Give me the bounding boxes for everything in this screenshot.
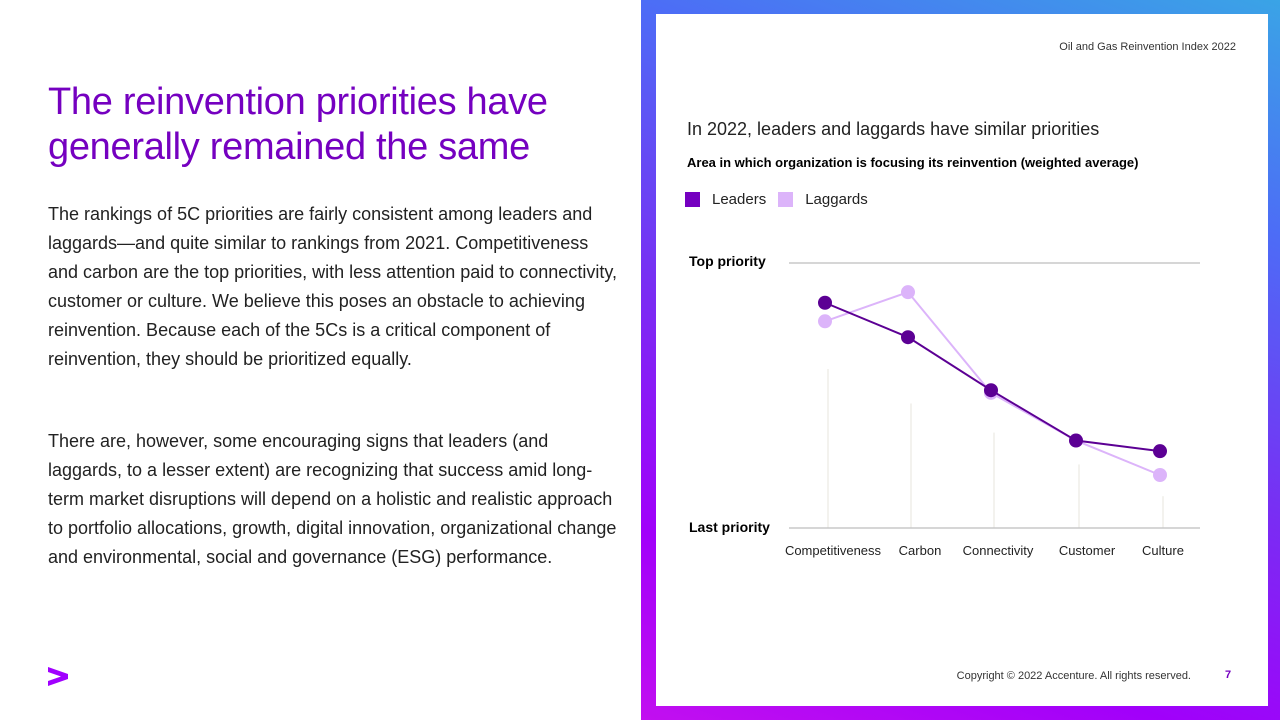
x-tick-label: Carbon: [899, 543, 942, 558]
data-point-leaders: [984, 383, 998, 398]
data-point-leaders: [1069, 433, 1083, 448]
data-point-leaders: [901, 330, 915, 345]
legend-item-leaders: Leaders: [685, 191, 766, 208]
chart-subtitle: Area in which organization is focusing i…: [687, 155, 1139, 170]
page-title: The reinvention priorities have generall…: [48, 81, 548, 168]
body-paragraph-1: The rankings of 5C priorities are fairly…: [48, 204, 617, 369]
data-point-leaders: [818, 295, 832, 310]
y-label-top: Top priority: [689, 253, 766, 269]
data-point-laggards: [1153, 468, 1167, 482]
legend-label-leaders: Leaders: [712, 191, 767, 208]
data-point-laggards: [818, 314, 832, 329]
body-paragraph-2: There are, however, some encouraging sig…: [48, 431, 617, 567]
chart-legend: Leaders Laggards: [685, 191, 880, 208]
x-tick-label: Competitiveness: [785, 543, 882, 558]
x-tick-label: Customer: [1059, 543, 1116, 558]
left-panel: The reinvention priorities have generall…: [48, 81, 617, 686]
legend-item-laggards: Laggards: [778, 191, 868, 208]
accenture-chevron-icon: [48, 667, 68, 686]
y-label-bottom: Last priority: [689, 519, 770, 535]
legend-label-laggards: Laggards: [805, 191, 868, 208]
chart-title: In 2022, leaders and laggards have simil…: [687, 119, 1100, 139]
x-tick-label: Culture: [1142, 543, 1184, 558]
copyright-text: Copyright © 2022 Accenture. All rights r…: [956, 670, 1191, 682]
report-title-note: Oil and Gas Reinvention Index 2022: [1059, 41, 1236, 53]
data-point-laggards: [901, 285, 915, 300]
x-tick-label: Connectivity: [963, 543, 1034, 558]
page-number: 7: [1225, 669, 1232, 681]
series-line-leaders: [824, 301, 1161, 453]
legend-swatch-leaders: [685, 192, 700, 207]
data-point-leaders: [1153, 444, 1167, 459]
series-leaders: [818, 295, 1167, 459]
legend-swatch-laggards: [778, 192, 794, 207]
chart-card: [656, 14, 1268, 706]
